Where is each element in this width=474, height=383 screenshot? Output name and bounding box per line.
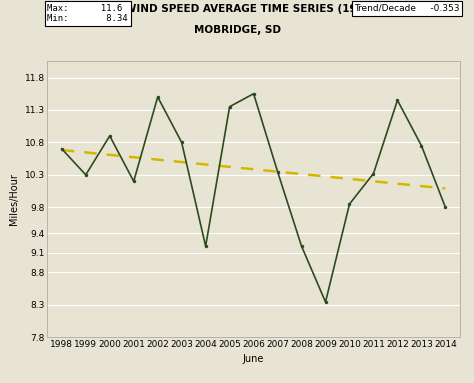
Text: MOBRIDGE, SD: MOBRIDGE, SD <box>193 25 281 35</box>
Text: MONTHLY WIND SPEED AVERAGE TIME SERIES (1998-2014): MONTHLY WIND SPEED AVERAGE TIME SERIES (… <box>65 4 409 14</box>
Text: Trend/Decade     -0.353: Trend/Decade -0.353 <box>354 4 460 13</box>
Text: Max:      11.6
Min:       8.34: Max: 11.6 Min: 8.34 <box>47 4 128 23</box>
Y-axis label: Miles/Hour: Miles/Hour <box>9 173 19 225</box>
X-axis label: June: June <box>243 354 264 364</box>
